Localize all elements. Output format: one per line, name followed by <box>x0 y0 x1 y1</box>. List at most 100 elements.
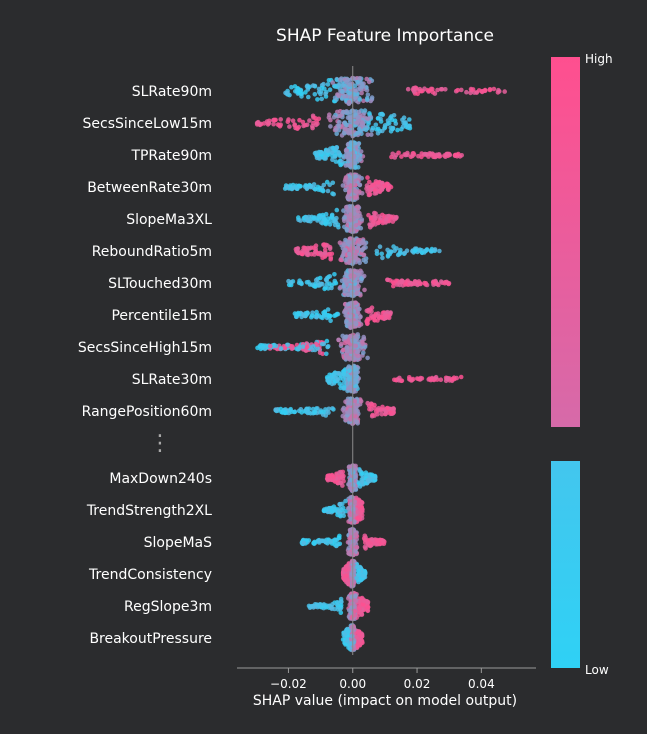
shap-point <box>348 325 353 331</box>
shap-point <box>407 117 412 122</box>
shap-point <box>380 112 386 118</box>
shap-point <box>374 127 379 132</box>
shap-point <box>334 311 340 317</box>
shap-point <box>422 280 427 286</box>
shap-point <box>359 471 365 476</box>
shap-point <box>338 77 343 82</box>
shap-point <box>323 154 328 160</box>
shap-point <box>347 112 353 117</box>
shap-point <box>379 185 385 191</box>
shap-point <box>351 640 356 645</box>
shap-point <box>348 384 353 390</box>
shap-point <box>338 257 344 263</box>
shap-point <box>311 215 317 221</box>
shap-point <box>346 340 351 345</box>
shap-point <box>354 291 359 296</box>
shap-point <box>428 86 434 92</box>
shap-point <box>347 90 352 96</box>
shap-point <box>349 468 355 473</box>
shap-point <box>363 259 369 265</box>
features_top-row-0: SLRate90m <box>132 75 508 106</box>
shap-point <box>285 342 291 348</box>
shap-point <box>432 154 437 160</box>
shap-point <box>336 337 341 343</box>
shap-point <box>314 406 319 411</box>
shap-point <box>306 603 312 609</box>
shap-point <box>328 124 333 129</box>
shap-point <box>268 343 273 349</box>
feature-label: TrendConsistency <box>88 567 212 583</box>
shap-point <box>355 115 361 120</box>
shap-point <box>365 604 371 610</box>
shap-point <box>348 212 353 217</box>
shap-point <box>385 405 390 411</box>
shap-point <box>360 339 365 345</box>
feature-label: RegSlope3m <box>124 599 212 615</box>
shap-point <box>377 244 383 249</box>
shap-point <box>356 568 361 574</box>
shap-point <box>416 376 421 382</box>
feature-label: TPRate90m <box>130 148 212 164</box>
shap-point <box>347 307 352 313</box>
shap-point <box>392 216 398 222</box>
shap-point <box>353 370 359 376</box>
shap-point <box>357 97 363 102</box>
shap-point <box>353 223 359 228</box>
shap-point <box>344 154 349 159</box>
shap-point <box>300 119 306 125</box>
features_top-row-6: SLTouched30m <box>108 268 452 299</box>
shap-point <box>357 76 363 81</box>
shap-point <box>341 109 346 115</box>
shap-point <box>329 212 335 218</box>
shap-point <box>338 596 344 602</box>
shap-point <box>455 87 461 93</box>
shap-point <box>349 176 355 181</box>
feature-label: Percentile15m <box>111 308 212 324</box>
shap-point <box>346 400 352 405</box>
shap-point <box>332 217 338 222</box>
x-tick-label: 0.00 <box>339 677 366 691</box>
shap-point <box>344 227 350 232</box>
shap-point <box>304 312 309 317</box>
shap-point <box>340 347 346 353</box>
shap-point <box>338 480 343 486</box>
shap-point <box>411 85 416 91</box>
shap-point <box>380 404 385 410</box>
shap-point <box>311 245 316 250</box>
shap-point <box>401 120 406 125</box>
feature-label: SLTouched30m <box>108 276 212 292</box>
shap-point <box>303 90 308 95</box>
shap-point <box>348 268 353 273</box>
shap-point <box>370 125 376 131</box>
shap-point <box>368 215 374 221</box>
shap-point <box>428 249 434 254</box>
shap-point <box>292 122 298 127</box>
shap-point <box>403 152 409 158</box>
shap-point <box>367 192 373 197</box>
shap-point <box>352 83 358 89</box>
shap-point <box>271 121 276 127</box>
shap-point <box>343 498 348 504</box>
shap-point <box>365 355 370 361</box>
shap-point <box>326 380 332 386</box>
shap-point <box>367 111 372 116</box>
shap-point <box>328 318 333 324</box>
shap-point <box>322 251 328 256</box>
shap-point <box>323 604 328 609</box>
shap-point <box>353 174 358 179</box>
shap-point <box>399 126 404 132</box>
shap-point <box>395 127 400 133</box>
shap-point <box>318 187 324 193</box>
shap-point <box>355 130 360 136</box>
shap-point <box>345 629 351 635</box>
shap-point <box>351 308 357 314</box>
shap-point <box>437 248 442 254</box>
shap-point <box>459 87 464 93</box>
shap-point <box>356 174 362 179</box>
shap-point <box>337 153 343 158</box>
features_bottom-row-3: TrendConsistency <box>88 558 368 589</box>
shap-point <box>308 184 313 190</box>
shap-point <box>325 148 331 153</box>
shap-point <box>369 403 374 409</box>
